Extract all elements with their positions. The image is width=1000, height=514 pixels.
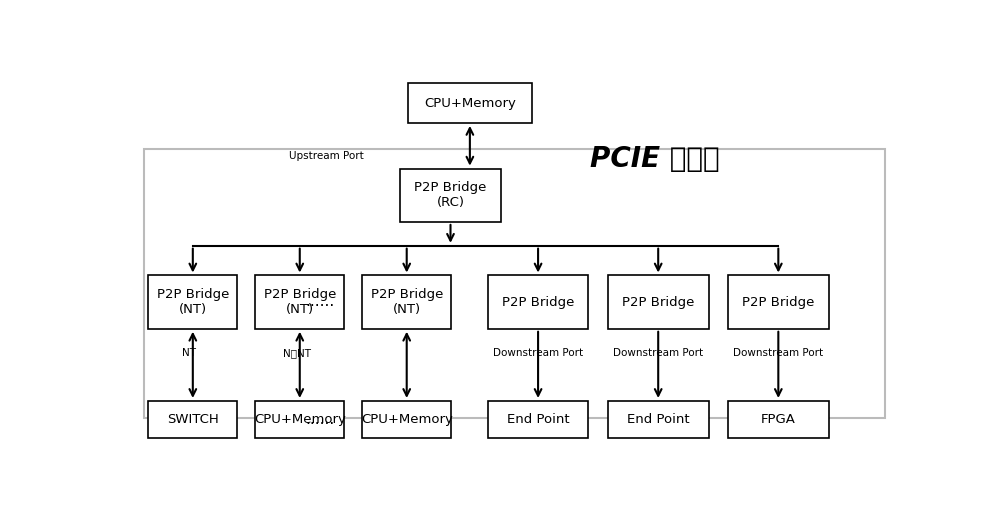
- FancyBboxPatch shape: [728, 276, 829, 329]
- FancyBboxPatch shape: [608, 401, 709, 438]
- FancyBboxPatch shape: [400, 169, 501, 222]
- FancyBboxPatch shape: [362, 401, 451, 438]
- FancyBboxPatch shape: [144, 149, 885, 418]
- Text: CPU+Memory: CPU+Memory: [424, 97, 516, 109]
- Text: P2P Bridge
(NT): P2P Bridge (NT): [264, 288, 336, 316]
- FancyBboxPatch shape: [728, 401, 829, 438]
- Text: FPGA: FPGA: [761, 413, 796, 426]
- Text: P2P Bridge
(NT): P2P Bridge (NT): [371, 288, 443, 316]
- FancyBboxPatch shape: [255, 276, 344, 329]
- FancyBboxPatch shape: [608, 276, 709, 329]
- Text: P2P Bridge: P2P Bridge: [502, 296, 574, 308]
- FancyBboxPatch shape: [255, 401, 344, 438]
- Text: ......: ......: [305, 412, 334, 427]
- Text: Upstream Port: Upstream Port: [289, 152, 364, 161]
- Text: P2P Bridge: P2P Bridge: [622, 296, 694, 308]
- Text: P2P Bridge
(RC): P2P Bridge (RC): [414, 181, 487, 209]
- FancyBboxPatch shape: [488, 401, 588, 438]
- FancyBboxPatch shape: [488, 276, 588, 329]
- Text: Downstream Port: Downstream Port: [733, 348, 823, 358]
- Text: P2P Bridge
(NT): P2P Bridge (NT): [157, 288, 229, 316]
- Text: Downstream Port: Downstream Port: [613, 348, 703, 358]
- FancyBboxPatch shape: [362, 276, 451, 329]
- Text: NT: NT: [182, 348, 196, 358]
- Text: CPU+Memory: CPU+Memory: [254, 413, 346, 426]
- FancyBboxPatch shape: [148, 276, 237, 329]
- FancyBboxPatch shape: [148, 401, 237, 438]
- Text: SWITCH: SWITCH: [167, 413, 219, 426]
- Text: Downstream Port: Downstream Port: [493, 348, 583, 358]
- Text: End Point: End Point: [627, 413, 690, 426]
- Text: PCIE 交换机: PCIE 交换机: [590, 144, 720, 173]
- Text: ......: ......: [305, 295, 334, 309]
- Text: N个NT: N个NT: [283, 348, 311, 358]
- Text: CPU+Memory: CPU+Memory: [361, 413, 453, 426]
- FancyBboxPatch shape: [408, 83, 532, 123]
- Text: End Point: End Point: [507, 413, 569, 426]
- Text: P2P Bridge: P2P Bridge: [742, 296, 815, 308]
